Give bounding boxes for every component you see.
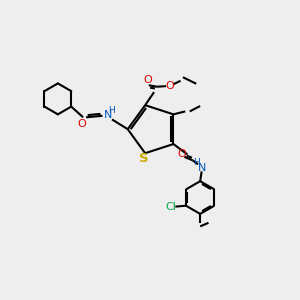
Text: O: O bbox=[177, 149, 186, 159]
Text: N: N bbox=[197, 163, 206, 173]
Text: H: H bbox=[193, 158, 200, 167]
Text: Cl: Cl bbox=[165, 202, 176, 212]
Text: S: S bbox=[139, 152, 148, 165]
Text: O: O bbox=[143, 75, 152, 85]
Text: H: H bbox=[109, 106, 115, 115]
Text: N: N bbox=[103, 110, 112, 120]
Text: O: O bbox=[77, 119, 86, 129]
Text: O: O bbox=[165, 81, 174, 91]
